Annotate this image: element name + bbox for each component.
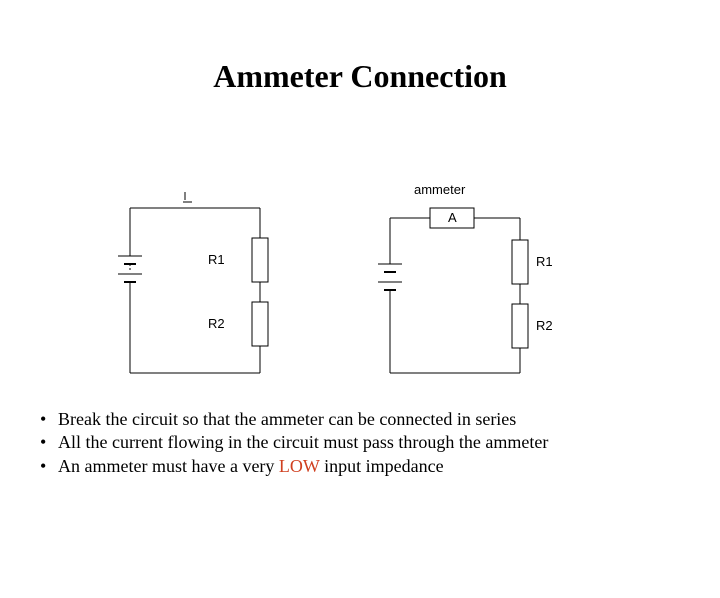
bullet-list: Break the circuit so that the ammeter ca… [40, 408, 680, 478]
bullet-3-before: An ammeter must have a very [58, 456, 279, 476]
ammeter-letter: A [448, 210, 457, 225]
bullet-3-after: input impedance [320, 456, 444, 476]
bullet-3-emphasis: LOW [279, 456, 320, 476]
left-circuit: R1 R2 [118, 192, 268, 373]
label-r1-right: R1 [536, 254, 553, 269]
page-title: Ammeter Connection [0, 58, 720, 95]
resistor-r2-left [252, 302, 268, 346]
bullet-1: Break the circuit so that the ammeter ca… [40, 408, 680, 431]
bullet-3: An ammeter must have a very LOW input im… [40, 455, 680, 478]
label-r2-left: R2 [208, 316, 225, 331]
resistor-r1-left [252, 238, 268, 282]
right-circuit: A ammeter R1 R2 [378, 182, 553, 373]
battery-left [118, 248, 142, 288]
label-r1-left: R1 [208, 252, 225, 267]
bullet-2: All the current flowing in the circuit m… [40, 431, 680, 454]
label-ammeter-header: ammeter [414, 182, 466, 197]
battery-right [378, 258, 402, 296]
resistor-r1-right [512, 240, 528, 284]
label-r2-right: R2 [536, 318, 553, 333]
tick-marker-left [183, 192, 192, 202]
resistor-r2-right [512, 304, 528, 348]
circuit-diagrams: R1 R2 A [0, 178, 720, 388]
